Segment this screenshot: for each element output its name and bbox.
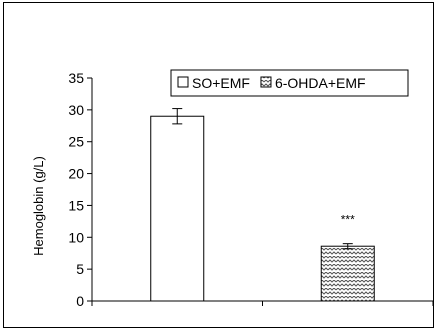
bar (150, 115, 205, 302)
legend-label: SO+EMF (192, 75, 250, 91)
y-tick-label: 15 (68, 197, 84, 213)
y-tick-label: 0 (76, 293, 84, 309)
significance-annotation: *** (341, 213, 355, 227)
y-tick-label: 10 (68, 229, 84, 245)
chart-frame (3, 2, 434, 328)
y-tick-label: 30 (68, 102, 84, 118)
legend-swatch (260, 76, 272, 88)
y-tick-label: 25 (68, 134, 84, 150)
legend-swatch (177, 76, 189, 88)
bars: *** (150, 108, 375, 302)
y-tick-label: 5 (76, 261, 84, 277)
y-tick-label: 20 (68, 166, 84, 182)
axes: 0 5 10 15 20 25 30 35 (68, 70, 434, 309)
legend-label: 6-OHDA+EMF (275, 75, 366, 91)
bar (320, 245, 375, 302)
y-tick-label: 35 (68, 70, 84, 86)
legend-box (170, 69, 409, 97)
y-axis-label: Hemoglobin (g/L) (31, 156, 46, 256)
legend: SO+EMF 6-OHDA+EMF (170, 69, 409, 97)
